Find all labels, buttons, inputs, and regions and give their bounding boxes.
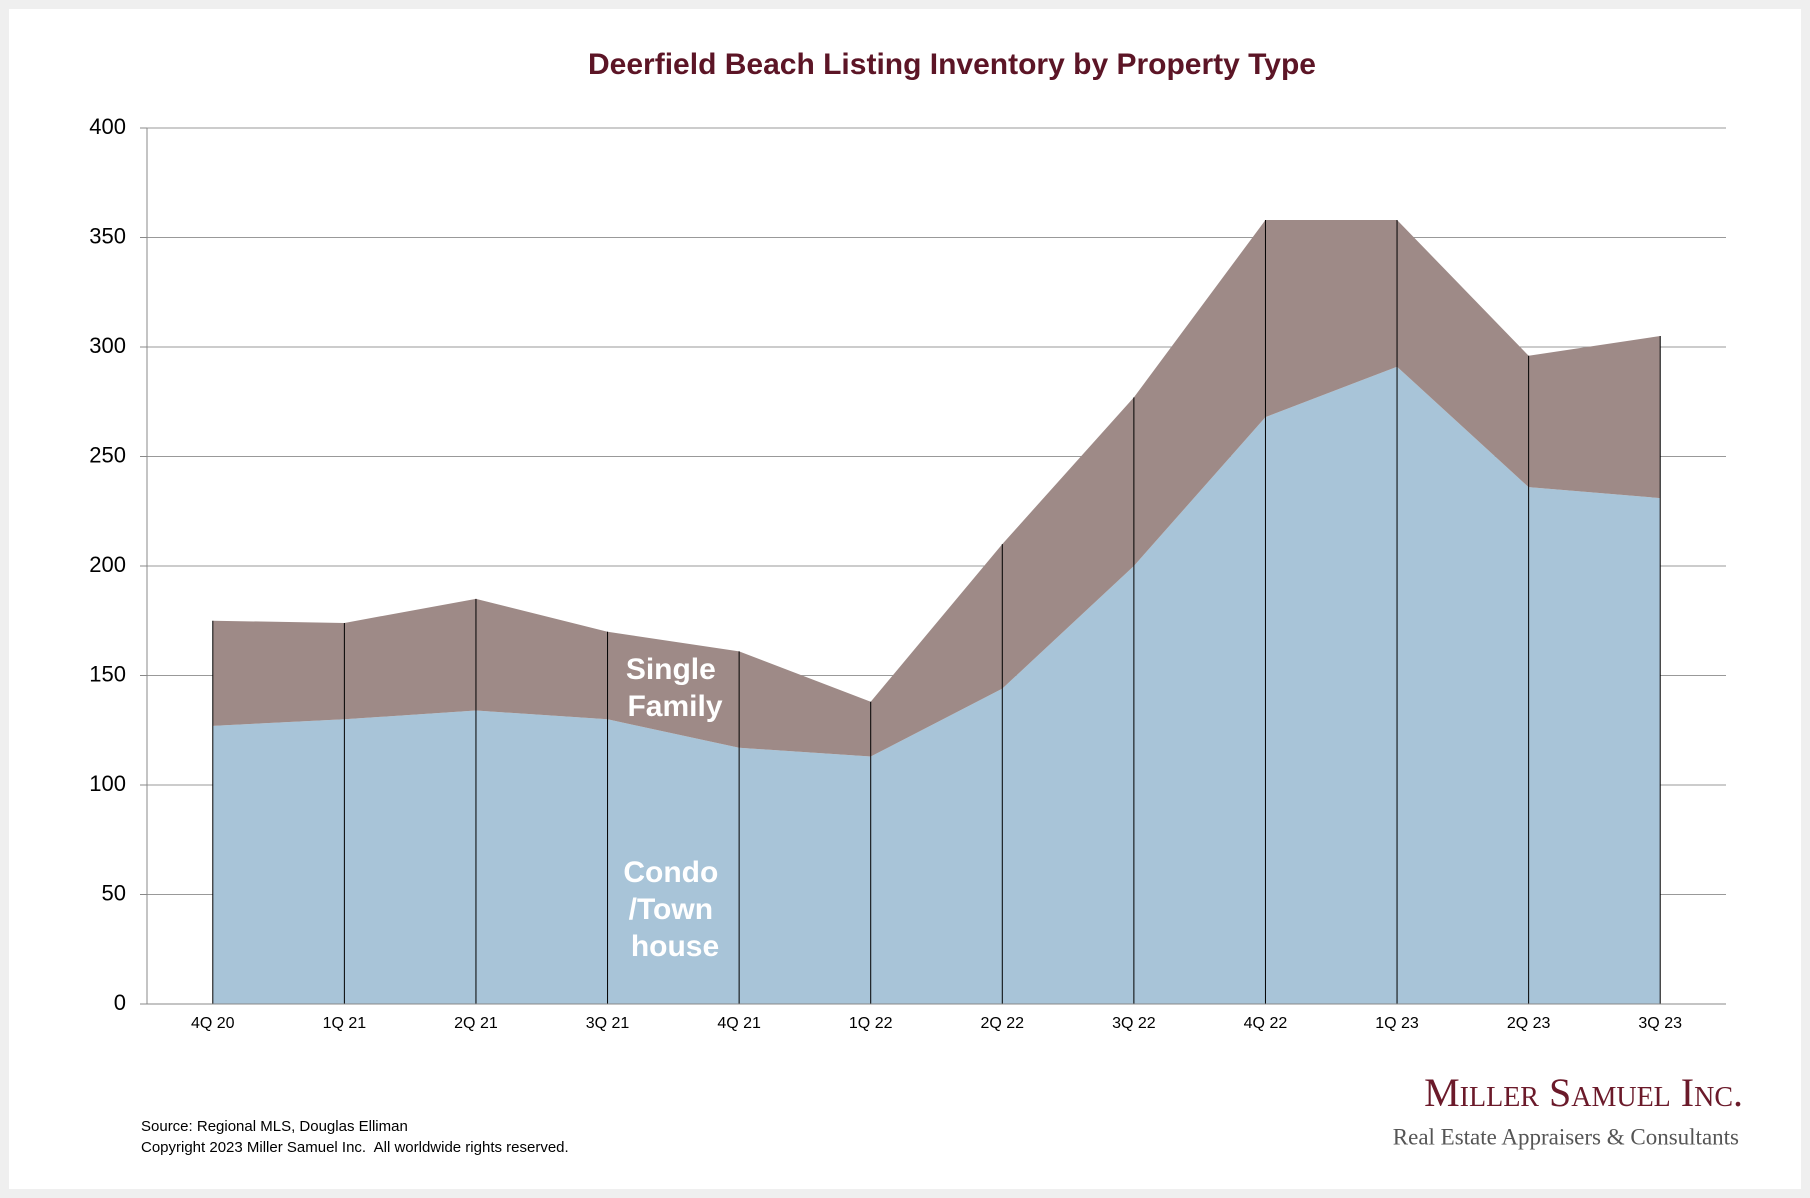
logo: Miller Samuel Inc. — [1424, 1070, 1743, 1115]
x-tick-label: 4Q 20 — [191, 1015, 235, 1032]
y-tick-label: 100 — [89, 771, 126, 796]
chart-title: Deerfield Beach Listing Inventory by Pro… — [588, 48, 1316, 81]
area — [212, 219, 1661, 757]
x-tick-label: 3Q 22 — [1112, 1015, 1156, 1032]
x-tick-label: 3Q 21 — [586, 1015, 630, 1032]
y-tick-label: 300 — [89, 333, 126, 358]
y-tick-label: 200 — [89, 552, 126, 577]
y-tick-label: 150 — [89, 661, 126, 686]
y-tick-label: 250 — [89, 442, 126, 467]
x-tick-label: 1Q 21 — [323, 1015, 367, 1032]
y-tick-label: 0 — [114, 990, 126, 1015]
x-tick-label: 4Q 21 — [717, 1015, 761, 1032]
x-tick-label: 2Q 22 — [980, 1015, 1024, 1032]
series-label: Condo /Town house — [623, 856, 726, 963]
x-tick-label: 4Q 22 — [1244, 1015, 1288, 1032]
copyright-note: Copyright 2023 Miller Samuel Inc. All wo… — [141, 1139, 569, 1156]
x-tick-label: 1Q 23 — [1375, 1015, 1419, 1032]
y-tick-label: 400 — [89, 114, 126, 139]
x-tick-label: 2Q 23 — [1507, 1015, 1551, 1032]
series-label: Single Family — [626, 653, 724, 723]
x-tick-label: 1Q 22 — [849, 1015, 893, 1032]
source-note: Source: Regional MLS, Douglas Elliman — [141, 1118, 408, 1135]
logo-tagline: Real Estate Appraisers & Consultants — [1393, 1124, 1739, 1149]
x-tick-label: 2Q 21 — [454, 1015, 498, 1032]
x-tick-label: 3Q 23 — [1638, 1015, 1682, 1032]
area — [212, 366, 1661, 1005]
y-tick-label: 50 — [102, 880, 126, 905]
y-tick-label: 350 — [89, 223, 126, 248]
